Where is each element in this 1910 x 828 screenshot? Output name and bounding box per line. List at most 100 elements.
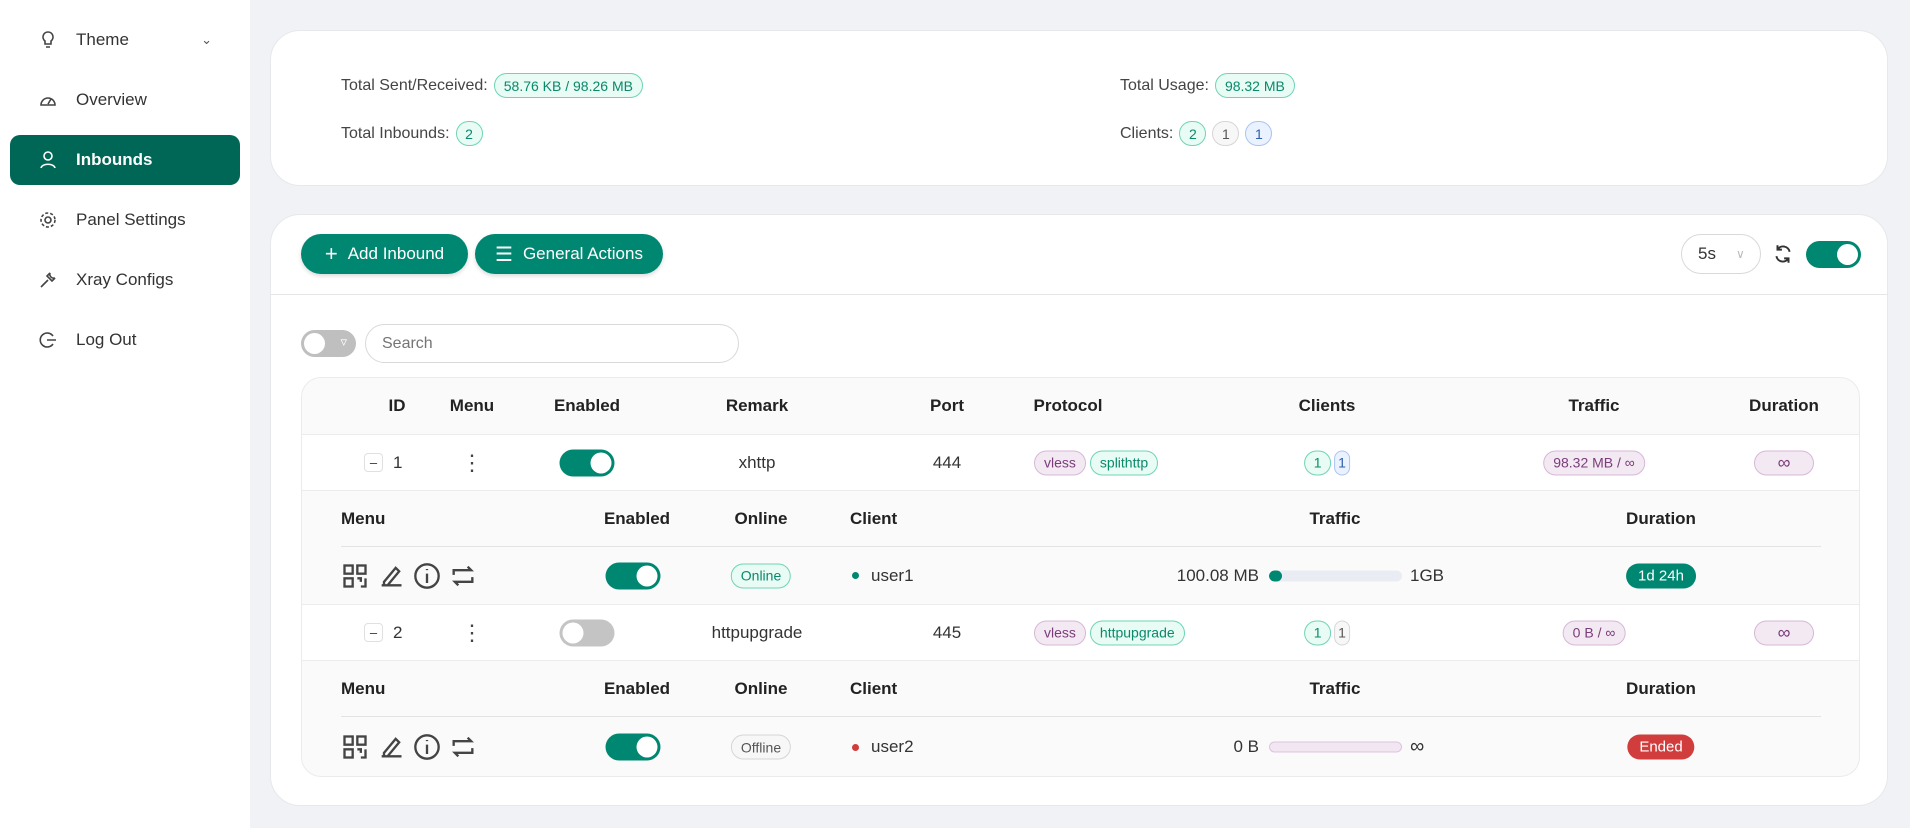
clients-offline-tag[interactable]: 1 (1212, 121, 1240, 146)
header-port: Port (930, 396, 964, 415)
client-subheader: Menu Enabled Online Client Traffic Durat… (302, 491, 1859, 547)
sidebar-item-label: Inbounds (76, 150, 153, 169)
button-label: General Actions (522, 244, 643, 263)
sub-header-enabled: Enabled (603, 509, 671, 528)
clients-total-tag: 1 (1304, 620, 1332, 645)
sub-header-duration: Duration (1626, 679, 1696, 698)
qrcode-icon[interactable] (341, 562, 369, 590)
clients-total-tag: 1 (1304, 450, 1332, 475)
header-enabled: Enabled (553, 396, 621, 415)
inbound-remark: httpupgrade (711, 622, 803, 642)
more-menu-icon[interactable]: ⋮ (461, 619, 483, 645)
sub-header-duration: Duration (1626, 509, 1696, 528)
clients-total-tag: 2 (1179, 121, 1207, 146)
edit-icon[interactable] (377, 733, 405, 761)
general-actions-button[interactable]: ☰ General Actions (475, 234, 663, 274)
edit-icon[interactable] (377, 562, 405, 590)
transport-tag: splithttp (1089, 450, 1159, 475)
client-traffic-limit: 1GB (1410, 565, 1445, 585)
sidebar-item-log-out[interactable]: Log Out (10, 315, 240, 365)
sidebar-item-panel-settings[interactable]: Panel Settings (10, 195, 240, 245)
qrcode-icon[interactable] (341, 733, 369, 761)
wrench-icon (40, 272, 56, 288)
table-header: ID Menu Enabled Remark Port Protocol Cli… (302, 378, 1859, 434)
client-enabled-toggle[interactable] (605, 562, 661, 589)
search-input[interactable] (365, 324, 739, 363)
client-row: Online user1 100.08 MB 1GB 1d 24h (302, 547, 1859, 604)
inbound-enabled-toggle[interactable] (559, 449, 615, 476)
inbounds-table: ID Menu Enabled Remark Port Protocol Cli… (301, 377, 1860, 777)
reset-traffic-icon[interactable] (449, 733, 477, 761)
online-status-tag: Online (730, 563, 792, 588)
inbound-port: 444 (932, 452, 962, 472)
traffic-progress-bar (1269, 741, 1402, 753)
online-status-tag: Offline (730, 734, 792, 760)
stat-label: Total Sent/Received: (341, 76, 488, 94)
sidebar-item-theme[interactable]: Theme ⌄ (10, 15, 240, 65)
stat-label: Clients: (1120, 124, 1174, 142)
sidebar-item-overview[interactable]: Overview (10, 75, 240, 125)
clients-offline-tag[interactable]: 1 (1334, 620, 1350, 645)
header-duration: Duration (1749, 396, 1819, 415)
sub-header-traffic: Traffic (1309, 679, 1361, 698)
inbound-enabled-toggle[interactable] (559, 619, 615, 646)
total-usage: Total Usage: 98.32 MB (1120, 73, 1295, 98)
refresh-icon[interactable] (1772, 243, 1794, 265)
traffic-progress-fill (1269, 570, 1283, 581)
logout-icon (39, 332, 56, 348)
inbound-port: 445 (932, 622, 962, 642)
client-name: user2 (871, 737, 914, 756)
sub-header-traffic: Traffic (1309, 509, 1361, 528)
traffic-progress-bar (1269, 570, 1402, 581)
sub-header-menu: Menu (341, 679, 386, 698)
more-menu-icon[interactable]: ⋮ (461, 449, 483, 475)
sub-header-online: Online (734, 509, 788, 528)
client-duration-tag: Ended (1627, 734, 1695, 760)
client-name: user1 (871, 565, 914, 585)
filter-icon: ▿ (340, 334, 347, 349)
clients-stats: Clients: 2 1 1 (1120, 121, 1273, 146)
sub-header-client: Client (850, 679, 898, 698)
header-clients: Clients (1298, 396, 1356, 415)
clients-online-tag[interactable]: 1 (1334, 450, 1350, 475)
client-row: Offline user2 0 B ∞ Ended (302, 717, 1859, 776)
collapse-icon[interactable]: – (364, 453, 383, 472)
user-icon (40, 151, 56, 169)
stat-value-tag: 58.76 KB / 98.26 MB (493, 73, 643, 98)
traffic-tag: 0 B / ∞ (1562, 620, 1626, 645)
info-icon[interactable] (413, 733, 441, 761)
stat-label: Total Usage: (1120, 76, 1209, 94)
sub-header-enabled: Enabled (603, 679, 671, 698)
select-value: 5s (1698, 244, 1716, 263)
plus-icon: + (324, 241, 338, 266)
sidebar-item-label: Panel Settings (76, 210, 186, 229)
client-subheader: Menu Enabled Online Client Traffic Durat… (302, 661, 1859, 717)
online-dot-icon (852, 572, 859, 579)
duration-tag: ∞ (1754, 620, 1814, 645)
add-inbound-button[interactable]: + Add Inbound (301, 234, 468, 274)
header-menu: Menu (449, 396, 495, 415)
toolbar-divider (270, 294, 1888, 295)
protocol-tag: vless (1034, 450, 1086, 475)
sidebar-item-inbounds[interactable]: Inbounds (10, 135, 240, 185)
client-enabled-toggle[interactable] (605, 733, 661, 761)
collapse-icon[interactable]: – (364, 623, 383, 642)
refresh-interval-select[interactable]: 5s ∨ (1681, 234, 1761, 274)
clients-online-tag[interactable]: 1 (1245, 121, 1273, 146)
protocol-tag: vless (1034, 620, 1086, 645)
client-duration-tag: 1d 24h (1626, 563, 1696, 588)
button-label: Add Inbound (347, 244, 445, 263)
stat-label: Total Inbounds: (341, 124, 450, 142)
traffic-tag: 98.32 MB / ∞ (1543, 450, 1645, 475)
filter-toggle[interactable]: ▿ (301, 330, 356, 357)
stat-value-tag: 98.32 MB (1214, 73, 1295, 98)
sidebar-item-label: Log Out (76, 330, 137, 349)
sidebar-item-xray-configs[interactable]: Xray Configs (10, 255, 240, 305)
info-icon[interactable] (413, 562, 441, 590)
chevron-down-icon: ∨ (1735, 247, 1745, 261)
auto-refresh-toggle[interactable] (1806, 241, 1861, 268)
reset-traffic-icon[interactable] (449, 562, 477, 590)
dashboard-icon (40, 97, 56, 106)
client-traffic-used: 0 B (1233, 737, 1259, 756)
